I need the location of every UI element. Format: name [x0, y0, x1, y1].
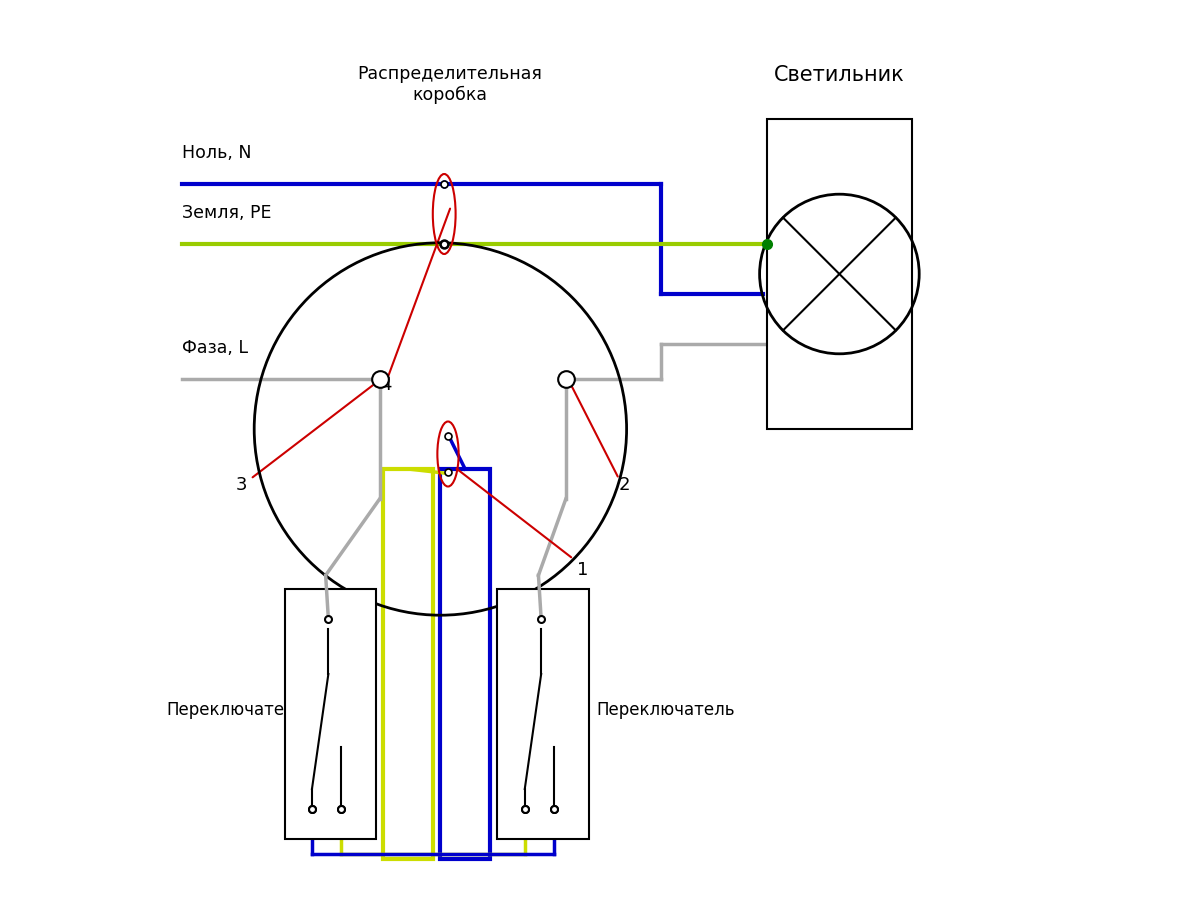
Bar [284, 589, 376, 839]
Text: Ноль, N: Ноль, N [182, 144, 252, 162]
Text: Распределительная
коробка: Распределительная коробка [358, 65, 542, 104]
Text: Земля, PE: Земля, PE [182, 204, 271, 222]
Bar [384, 469, 433, 859]
Text: 3: 3 [235, 476, 247, 494]
Bar [440, 469, 490, 859]
Text: Переключатель: Переключатель [167, 701, 305, 718]
Text: 1: 1 [577, 560, 588, 578]
Text: 2: 2 [619, 476, 630, 494]
Bar [767, 120, 912, 429]
Text: Фаза, L: Фаза, L [182, 339, 248, 357]
Text: 4: 4 [379, 375, 391, 394]
Text: Светильник: Светильник [774, 65, 905, 85]
Text: Переключатель: Переключатель [596, 701, 734, 718]
Bar [498, 589, 588, 839]
